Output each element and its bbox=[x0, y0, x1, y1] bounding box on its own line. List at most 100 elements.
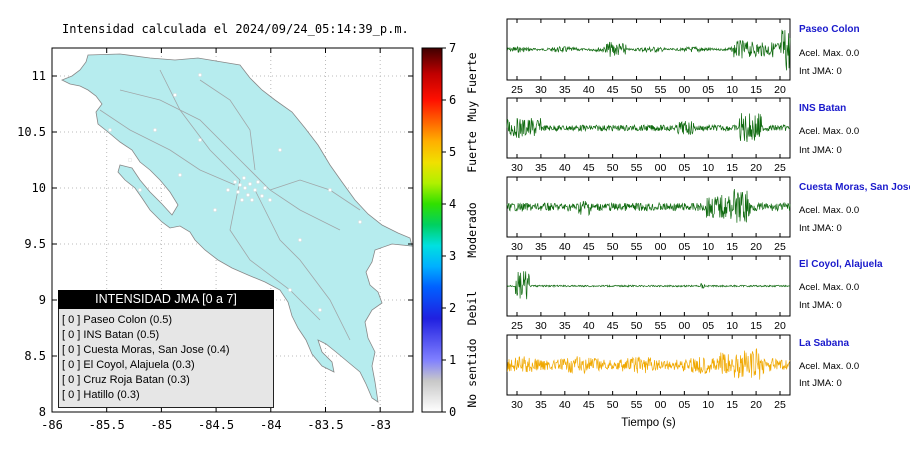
colorbar-tick-label: 0 bbox=[449, 405, 456, 419]
station-acc: Acel. Max. 0.0 bbox=[799, 282, 860, 293]
colorbar-tick-label: 3 bbox=[449, 249, 456, 263]
colorbar-tick-label: 4 bbox=[449, 197, 456, 211]
station-marker bbox=[268, 198, 272, 202]
station-marker bbox=[108, 128, 112, 132]
trace-tick-label: 15 bbox=[726, 241, 738, 253]
intensity-legend bbox=[58, 290, 274, 408]
lat-tick-label: 8.5 bbox=[24, 349, 46, 363]
road-line bbox=[99, 109, 236, 186]
station-marker bbox=[173, 93, 177, 97]
trace-tick-label: 50 bbox=[631, 84, 643, 96]
trace-line bbox=[507, 271, 791, 300]
trace-tick-label: 25 bbox=[774, 241, 786, 253]
trace-tick-label: 50 bbox=[607, 162, 619, 174]
trace-tick-label: 25 bbox=[774, 399, 786, 411]
trace-tick-label: 00 bbox=[655, 162, 667, 174]
station-marker bbox=[178, 173, 182, 177]
station-acc: Acel. Max. 0.0 bbox=[799, 361, 860, 372]
station-marker bbox=[246, 193, 250, 197]
lat-tick-label: 9.5 bbox=[24, 237, 46, 251]
colorbar-category-label: Moderado bbox=[465, 202, 479, 257]
station-marker bbox=[226, 188, 230, 192]
station-marker bbox=[250, 198, 254, 202]
trace-tick-label: 25 bbox=[511, 320, 523, 332]
lat-tick-label: 9 bbox=[39, 293, 46, 307]
station-marker bbox=[213, 208, 217, 212]
station-marker bbox=[242, 176, 246, 180]
trace-tick-label: 00 bbox=[655, 241, 667, 253]
station-marker bbox=[278, 148, 282, 152]
trace-tick-label: 10 bbox=[726, 320, 738, 332]
trace-tick-label: 40 bbox=[559, 162, 571, 174]
trace-tick-label: 35 bbox=[559, 320, 571, 332]
legend-item: [ 0 ] INS Batan (0.5) bbox=[62, 329, 160, 341]
lon-tick-label: -85.5 bbox=[89, 418, 125, 432]
trace-tick-label: 20 bbox=[774, 320, 786, 332]
station-marker bbox=[318, 308, 322, 312]
trace-line bbox=[506, 29, 791, 71]
trace-tick-label: 05 bbox=[679, 162, 691, 174]
trace-tick-label: 55 bbox=[631, 162, 643, 174]
trace-tick-label: 20 bbox=[774, 84, 786, 96]
legend-title: INTENSIDAD JMA [0 a 7] bbox=[58, 290, 274, 309]
lat-tick-label: 10.5 bbox=[17, 125, 46, 139]
trace-tick-label: 30 bbox=[511, 241, 523, 253]
trace-tick-label: 20 bbox=[750, 162, 762, 174]
road-line bbox=[199, 79, 256, 171]
station-marker bbox=[238, 183, 242, 187]
station-name: Cuesta Moras, San Jose bbox=[799, 182, 910, 193]
station-marker bbox=[328, 188, 332, 192]
trace-tick-label: 15 bbox=[750, 320, 762, 332]
station-name: Paseo Colon bbox=[799, 24, 860, 35]
station-marker bbox=[260, 194, 264, 198]
lon-tick-label: -84 bbox=[260, 418, 282, 432]
legend-item: [ 0 ] Cruz Roja Batan (0.3) bbox=[62, 374, 190, 386]
colorbar-tick-label: 1 bbox=[449, 353, 456, 367]
station-marker bbox=[153, 128, 157, 132]
colorbar-category-label: Fuerte bbox=[465, 131, 479, 173]
station-int: Int JMA: 0 bbox=[799, 66, 842, 77]
map-frame bbox=[51, 47, 414, 413]
station-marker bbox=[198, 138, 202, 142]
station-acc: Acel. Max. 0.0 bbox=[799, 205, 860, 216]
trace-line bbox=[506, 113, 791, 143]
lon-tick-label: -83 bbox=[369, 418, 391, 432]
trace-tick-label: 30 bbox=[511, 162, 523, 174]
trace-tick-label: 10 bbox=[702, 162, 714, 174]
trace-tick-label: 25 bbox=[774, 162, 786, 174]
trace-line bbox=[506, 188, 791, 223]
station-marker bbox=[138, 188, 142, 192]
legend-item: [ 0 ] El Coyol, Alajuela (0.3) bbox=[62, 359, 195, 371]
trace-tick-label: 35 bbox=[559, 84, 571, 96]
station-marker bbox=[198, 73, 202, 77]
station-int: Int JMA: 0 bbox=[799, 300, 842, 311]
colorbar-tick-label: 5 bbox=[449, 145, 456, 159]
trace-tick-label: 35 bbox=[535, 399, 547, 411]
station-marker bbox=[256, 180, 260, 184]
trace-tick-label: 55 bbox=[631, 241, 643, 253]
trace-tick-label: 30 bbox=[535, 84, 547, 96]
trace-tick-label: 55 bbox=[631, 399, 643, 411]
trace-tick-label: 10 bbox=[702, 399, 714, 411]
lat-tick-label: 11 bbox=[32, 69, 46, 83]
station-marker bbox=[253, 188, 257, 192]
station-marker bbox=[263, 186, 267, 190]
trace-tick-label: 35 bbox=[535, 162, 547, 174]
trace-tick-label: 50 bbox=[607, 241, 619, 253]
road-line bbox=[254, 189, 351, 341]
trace-tick-label: 05 bbox=[702, 84, 714, 96]
colorbar-gradient bbox=[421, 47, 443, 413]
station-marker bbox=[248, 182, 252, 186]
station-acc: Acel. Max. 0.0 bbox=[799, 48, 860, 59]
trace-tick-label: 00 bbox=[679, 84, 691, 96]
legend-item: [ 0 ] Paseo Colon (0.5) bbox=[62, 314, 173, 326]
trace-tick-label: 30 bbox=[511, 399, 523, 411]
station-marker bbox=[288, 288, 292, 292]
trace-tick-label: 35 bbox=[535, 241, 547, 253]
lon-tick-label: -83.5 bbox=[307, 418, 343, 432]
trace-tick-label: 15 bbox=[750, 84, 762, 96]
colorbar-tick-label: 6 bbox=[449, 93, 456, 107]
station-acc: Acel. Max. 0.0 bbox=[799, 126, 860, 137]
trace-tick-label: 05 bbox=[679, 399, 691, 411]
station-marker bbox=[233, 180, 237, 184]
